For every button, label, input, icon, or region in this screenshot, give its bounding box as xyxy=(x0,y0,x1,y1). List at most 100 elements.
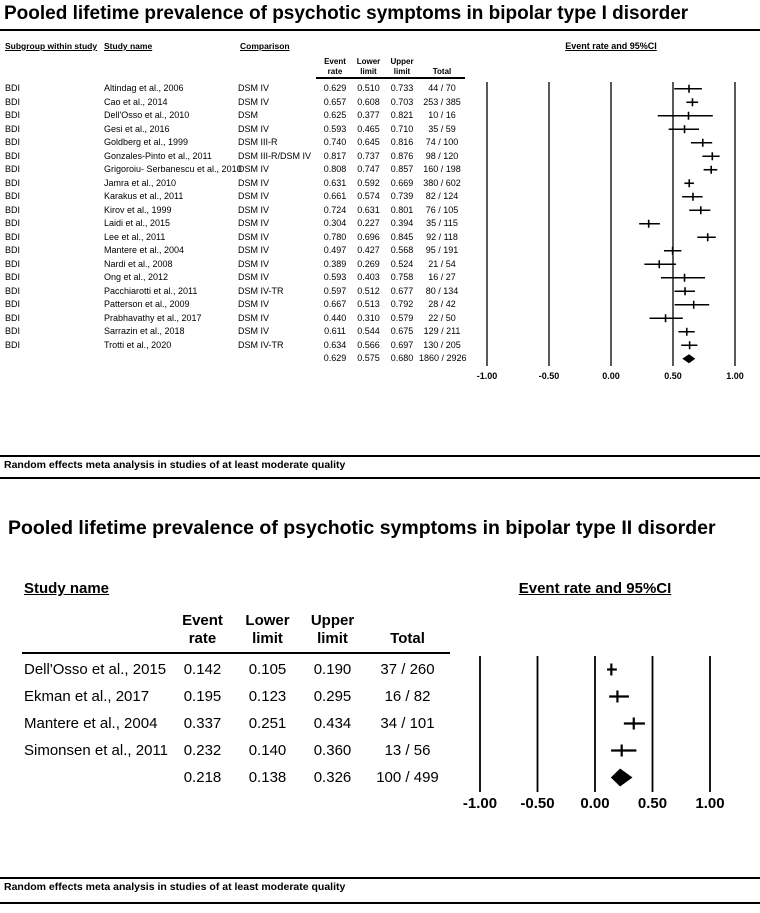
cell-study: Prabhavathy et al., 2017 xyxy=(104,312,202,323)
cell-total: 100 / 499 xyxy=(376,769,439,786)
cell-lower: 0.645 xyxy=(357,137,380,147)
cell-upper: 0.190 xyxy=(313,661,352,678)
cell-study: Nardi et al., 2008 xyxy=(104,258,173,269)
cell-event_rate: 0.625 xyxy=(323,110,347,120)
cell-total: 74 / 100 xyxy=(425,137,459,147)
cell-comparison: DSM xyxy=(238,110,258,120)
summary-diamond xyxy=(610,768,633,787)
cell-total: 380 / 602 xyxy=(423,177,461,188)
cell-total: 80 / 134 xyxy=(425,285,459,296)
cell-event_rate: 0.631 xyxy=(323,177,347,188)
cell-lower: 0.574 xyxy=(357,191,380,201)
cell-study: Karakus et al., 2011 xyxy=(104,191,184,201)
axis-tick-label: 1.00 xyxy=(726,371,744,381)
cell-subgroup: BDI xyxy=(5,218,21,228)
study-row: BDI Mantere et al., 2004 DSM IV 0.497 0.427 0… xyxy=(0,244,465,258)
cell-comparison: DSM IV xyxy=(238,177,270,188)
cell-lower: 0.123 xyxy=(248,688,287,705)
cell-study: Gesi et al., 2016 xyxy=(104,123,170,134)
cell-subgroup: BDI xyxy=(5,285,21,296)
cell-subgroup: BDI xyxy=(5,83,21,93)
study-row: BDI Jamra et al., 2010 DSM IV 0.631 0.592 0.6… xyxy=(0,177,465,191)
study-row: BDI Nardi et al., 2008 DSM IV 0.389 0.269 0.5… xyxy=(0,258,465,272)
cell-comparison: DSM IV xyxy=(238,123,270,134)
cell-study: Grigoroiu- Serbanescu et al., 2010 xyxy=(104,164,242,174)
study-row: BDI Cao et al., 2014 DSM IV 0.657 0.608 0.703… xyxy=(0,96,465,110)
study-row: BDI Trotti et al., 2020 DSM IV-TR 0.634 0.56… xyxy=(0,339,465,353)
study-row: BDI Kirov et al., 1999 DSM IV 0.724 0.631 0.8… xyxy=(0,204,465,218)
cell-comparison: DSM IV xyxy=(238,218,270,228)
study-row: BDI Laidi et al., 2015 DSM IV 0.304 0.227 0.3… xyxy=(0,217,465,231)
cell-subgroup: BDI xyxy=(5,339,21,350)
title1-rule xyxy=(0,29,760,31)
cell-event_rate: 0.611 xyxy=(324,326,346,336)
study-row: BDI Pacchiarotti et al., 2011 DSM IV-TR 0.5… xyxy=(0,285,465,299)
study-row: BDI Grigoroiu- Serbanescu et al., 2010 DSM… xyxy=(0,163,465,177)
cell-study: Laidi et al., 2015 xyxy=(104,218,171,228)
study-row: Dell'Osso et al., 2015 0.142 0.105 0.190 37 … xyxy=(0,656,450,683)
cell-lower: 0.696 xyxy=(357,231,380,242)
cell-comparison: DSM IV xyxy=(238,258,270,269)
cell-event_rate: 0.667 xyxy=(323,299,347,309)
cell-lower: 0.227 xyxy=(357,218,380,228)
plot1-footer-rule-bottom xyxy=(0,477,760,479)
cell-total: 13 / 56 xyxy=(384,742,431,759)
plot2-header-upper: Upper limit xyxy=(310,612,355,647)
cell-study: Lee et al., 2011 xyxy=(104,231,166,242)
cell-subgroup: BDI xyxy=(5,96,21,107)
cell-total: 82 / 124 xyxy=(425,191,459,201)
cell-subgroup: BDI xyxy=(5,326,21,336)
cell-study: Sarrazin et al., 2018 xyxy=(104,326,185,336)
cell-upper: 0.394 xyxy=(390,218,414,228)
cell-total: 35 / 115 xyxy=(426,218,458,228)
study-row: BDI Dell'Osso et al., 2010 DSM 0.625 0.377 0.… xyxy=(0,109,465,123)
cell-upper: 0.792 xyxy=(390,299,414,309)
cell-total: 34 / 101 xyxy=(380,715,435,732)
cell-event_rate: 0.724 xyxy=(323,204,347,215)
cell-study: Jamra et al., 2010 xyxy=(104,177,177,188)
plot1-footer-note: Random effects meta analysis in studies … xyxy=(4,459,346,471)
cell-lower: 0.251 xyxy=(248,715,287,732)
cell-subgroup: BDI xyxy=(5,191,21,201)
cell-event_rate: 0.657 xyxy=(323,96,347,107)
cell-upper: 0.703 xyxy=(390,96,414,107)
cell-event_rate: 0.634 xyxy=(323,339,347,350)
cell-comparison: DSM IV xyxy=(238,164,270,174)
cell-total: 10 / 16 xyxy=(428,110,456,120)
cell-total: 21 / 54 xyxy=(428,258,456,269)
cell-study: Goldberg et al., 1999 xyxy=(104,137,189,147)
study-row: BDI Goldberg et al., 1999 DSM III-R 0.740 0.… xyxy=(0,136,465,150)
cell-lower: 0.575 xyxy=(357,353,380,363)
study-row: BDI Karakus et al., 2011 DSM IV 0.661 0.574 0… xyxy=(0,190,465,204)
cell-event_rate: 0.232 xyxy=(183,742,222,759)
study-row: Mantere et al., 2004 0.337 0.251 0.434 34 / … xyxy=(0,710,450,737)
cell-total: 130 / 205 xyxy=(423,339,461,350)
study-row: Ekman et al., 2017 0.195 0.123 0.295 16 / 82 xyxy=(0,683,450,710)
axis-tick-label: 0.00 xyxy=(602,371,620,381)
cell-subgroup: BDI xyxy=(5,299,21,309)
cell-lower: 0.566 xyxy=(357,339,380,350)
cell-comparison: DSM IV xyxy=(238,96,270,107)
cell-upper: 0.326 xyxy=(313,769,352,786)
study-row: BDI Sarrazin et al., 2018 DSM IV 0.611 0.544… xyxy=(0,325,465,339)
cell-study: Mantere et al., 2004 xyxy=(24,715,158,732)
cell-lower: 0.544 xyxy=(357,326,380,336)
cell-total: 95 / 191 xyxy=(425,245,459,255)
plot2-header-study: Study name xyxy=(24,580,110,597)
cell-upper: 0.677 xyxy=(390,285,414,296)
cell-event_rate: 0.780 xyxy=(323,231,347,242)
cell-lower: 0.138 xyxy=(248,769,287,786)
plot1-title: Pooled lifetime prevalence of psychotic … xyxy=(4,3,689,24)
cell-total: 28 / 42 xyxy=(428,299,456,309)
cell-subgroup: BDI xyxy=(5,312,21,323)
plot1-forest-graph xyxy=(486,82,736,366)
axis-tick-label: 0.50 xyxy=(637,795,668,812)
plot2-header-total: Total xyxy=(390,630,425,647)
cell-upper: 0.675 xyxy=(390,326,414,336)
cell-subgroup: BDI xyxy=(5,150,21,161)
cell-upper: 0.524 xyxy=(390,258,414,269)
cell-lower: 0.512 xyxy=(357,285,380,296)
plot2-study-table: Dell'Osso et al., 2015 0.142 0.105 0.190 37 … xyxy=(0,656,450,791)
cell-study: Dell'Osso et al., 2015 xyxy=(24,661,167,678)
cell-study: Cao et al., 2014 xyxy=(104,96,168,107)
